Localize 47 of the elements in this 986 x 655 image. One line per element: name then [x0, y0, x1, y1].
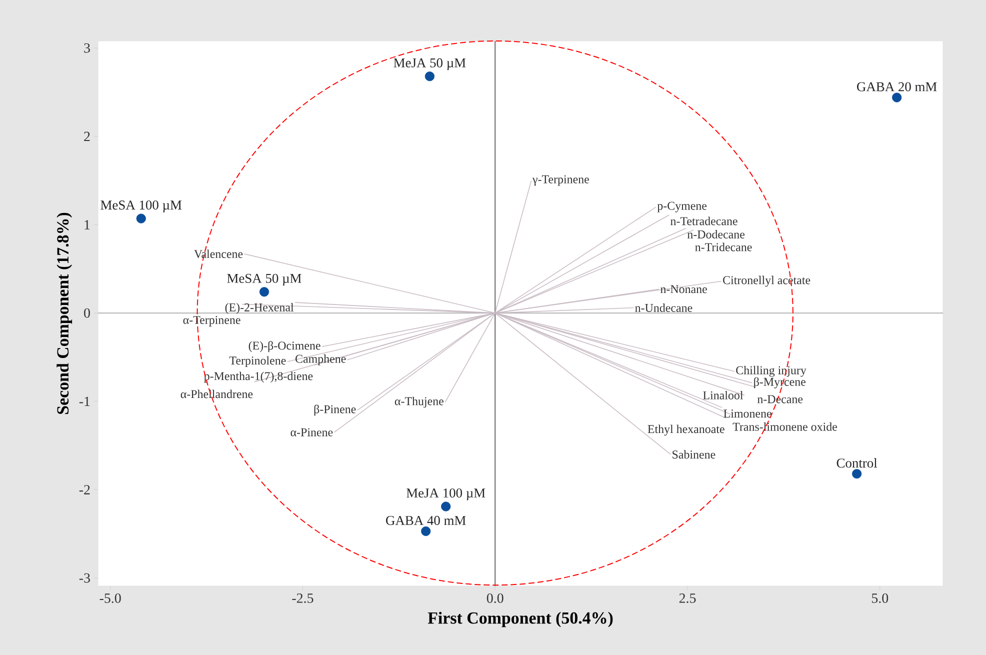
- y-tick-label: 0: [84, 308, 90, 318]
- series-label: n-Nonane: [660, 285, 707, 294]
- series-label: n-Undecane: [635, 304, 692, 312]
- series-label: n-Dodecane: [687, 230, 745, 238]
- y-tick-label: 2: [84, 132, 90, 141]
- annotation: GABA 40 mM: [386, 516, 466, 526]
- series-label: Camphene: [296, 354, 346, 366]
- y-tick-label: -3: [79, 573, 90, 583]
- series-label: Terpinolene: [229, 356, 286, 368]
- series-label: β-Myrcene: [754, 377, 806, 388]
- x-axis-title: First Component (50.4%): [428, 612, 613, 628]
- y-tick-label: 3: [84, 43, 90, 53]
- x-tick-label: 0.0: [486, 594, 504, 603]
- series-label: Citronellyl acetate: [723, 276, 810, 287]
- series-label: Limonene: [724, 410, 772, 418]
- series-label: (E)-β-Ocimene: [248, 341, 320, 352]
- series-label: α-Phellandrene: [180, 390, 253, 398]
- series-label: p-Cymene: [657, 202, 707, 212]
- series-label: γ-Terpinene: [532, 175, 589, 186]
- series-label: n-Tridecane: [695, 242, 752, 252]
- x-tick-label: 2.5: [679, 594, 696, 603]
- series-label: α-Terpinene: [183, 316, 240, 326]
- annotation: GABA 20 mM: [857, 82, 937, 92]
- series-label: p-Mentha-1(7),8-diene: [204, 372, 313, 383]
- series-label: Linalool: [703, 390, 744, 400]
- series-label: (E)-2-Hexenal: [225, 303, 294, 314]
- x-tick-label: -2.5: [292, 594, 314, 603]
- series-label: β-Pinene: [314, 404, 356, 416]
- series-label: Valencene: [194, 250, 243, 258]
- series-label: Ethyl hexanoate: [648, 424, 724, 436]
- annotation: MeSA 50 µM: [227, 274, 302, 286]
- series-label: Trans-limonene oxide: [732, 422, 837, 431]
- y-axis-title: Second Component (17.8%): [56, 212, 72, 414]
- series-label: Chilling injury: [736, 366, 806, 377]
- series-label: α-Thujene: [394, 396, 444, 408]
- series-label: Sabinene: [672, 450, 716, 459]
- x-tick-label: 5.0: [872, 594, 888, 603]
- y-tick-label: -1: [79, 396, 90, 406]
- annotation: Control: [836, 458, 878, 468]
- annotation: MeJA 50 µM: [394, 58, 466, 70]
- y-tick-label: -2: [79, 485, 90, 494]
- annotation: MeSA 100 µM: [100, 200, 182, 212]
- series-label: n-Tetradecane: [670, 216, 738, 226]
- x-tick-label: -5.0: [100, 594, 121, 603]
- annotation: MeJA 100 µM: [406, 488, 486, 500]
- y-tick-label: 1: [84, 220, 90, 230]
- series-label: α-Pinene: [290, 428, 333, 436]
